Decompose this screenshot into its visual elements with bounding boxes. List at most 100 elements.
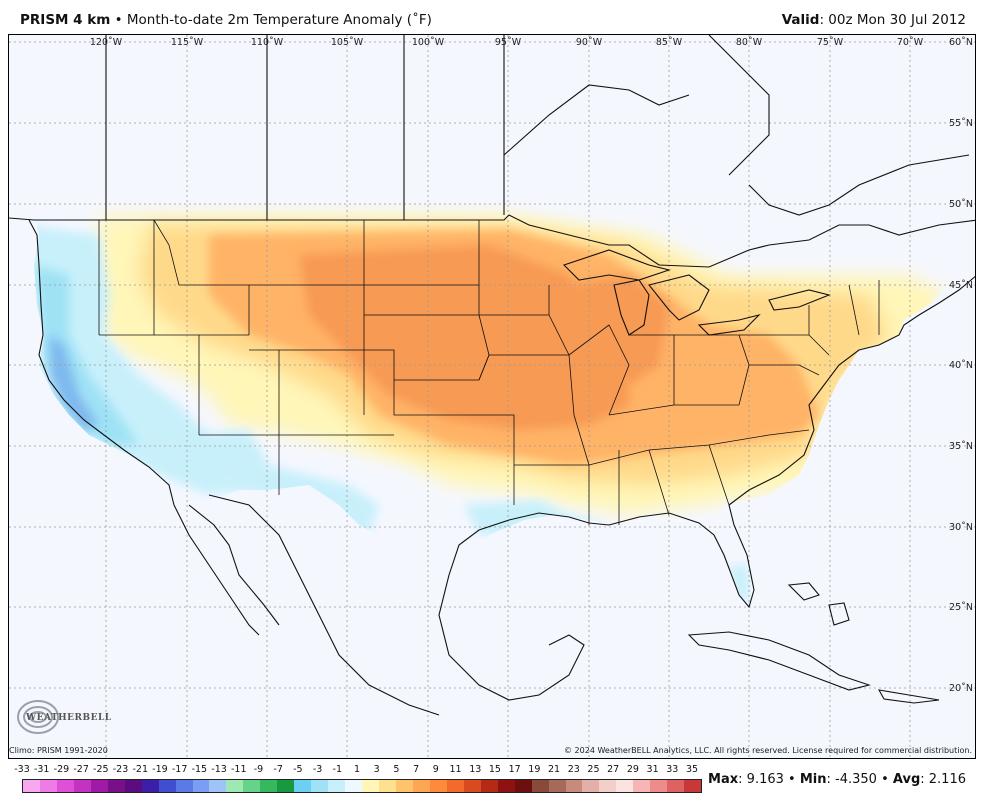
scale-label: -19 xyxy=(152,764,168,775)
scale-swatch xyxy=(345,780,363,792)
scale-swatch xyxy=(667,780,685,792)
borders xyxy=(9,35,975,716)
scale-swatch xyxy=(56,780,74,792)
scale-label: 21 xyxy=(548,764,561,775)
color-scale-bar xyxy=(22,779,702,793)
map-canvas: 120˚W 115˚W 110˚W 105˚W 100˚W 95˚W 90˚W … xyxy=(9,35,975,758)
scale-label: -33 xyxy=(14,764,30,775)
scale-swatch xyxy=(446,780,464,792)
scale-labels: -33 -31 -29 -27 -25 -23 -21 -19 -17 -15 -13 -11 -9 -7… xyxy=(0,764,984,778)
scale-label: -5 xyxy=(293,764,303,775)
scale-label: 3 xyxy=(373,764,380,775)
scale-swatch xyxy=(395,780,413,792)
lon-label: 70˚W xyxy=(897,37,924,48)
scale-label: -7 xyxy=(273,764,283,775)
scale-label: -3 xyxy=(312,764,323,775)
scale-swatch xyxy=(311,780,329,792)
scale-swatch xyxy=(565,780,583,792)
scale-label: -15 xyxy=(191,764,208,775)
lon-label: 100˚W xyxy=(412,37,445,48)
lat-label: 40˚N xyxy=(949,360,973,371)
stats-sep: • xyxy=(788,772,796,787)
scale-swatch xyxy=(514,780,532,792)
scale-swatch xyxy=(141,780,159,792)
scale-swatch xyxy=(73,780,91,792)
stats-summary: Max: 9.163 • Min: -4.350 • Avg: 2.116 xyxy=(708,772,966,787)
scale-swatch xyxy=(684,780,702,792)
lat-label: 25˚N xyxy=(949,602,973,613)
copyright-notice: © 2024 WeatherBELL Analytics, LLC. All r… xyxy=(564,746,972,755)
scale-label: -25 xyxy=(93,764,109,775)
scale-swatch xyxy=(599,780,617,792)
scale-label: 35 xyxy=(685,764,699,775)
product-name: PRISM 4 km xyxy=(20,12,111,28)
scale-swatch xyxy=(209,780,227,792)
scale-swatch xyxy=(124,780,142,792)
scale-swatch xyxy=(429,780,447,792)
scale-swatch xyxy=(531,780,549,792)
scale-label: 9 xyxy=(432,764,439,775)
scale-label: -11 xyxy=(230,764,247,775)
lat-label: 50˚N xyxy=(949,199,973,210)
scale-label: -1 xyxy=(332,764,343,775)
scale-label: 29 xyxy=(626,764,639,775)
scale-label: -27 xyxy=(73,764,89,775)
scale-label: 5 xyxy=(393,764,400,775)
scale-swatch xyxy=(226,780,244,792)
map-panel[interactable]: 120˚W 115˚W 110˚W 105˚W 100˚W 95˚W 90˚W … xyxy=(8,34,976,759)
scale-label: 7 xyxy=(413,764,420,775)
lat-label: 30˚N xyxy=(949,522,973,533)
scale-label: -17 xyxy=(171,764,188,775)
lon-label: 115˚W xyxy=(171,37,204,48)
state-lines xyxy=(98,219,880,525)
avg-value: : 2.116 xyxy=(920,772,966,787)
scale-label: 27 xyxy=(607,764,620,775)
lat-label: 45˚N xyxy=(949,280,973,291)
scale-swatch xyxy=(23,780,40,792)
scale-swatch xyxy=(548,780,566,792)
product-description: Month-to-date 2m Temperature Anomaly (˚F… xyxy=(126,12,432,28)
scale-label: -21 xyxy=(132,764,148,775)
scale-label: 31 xyxy=(646,764,659,775)
scale-label: 25 xyxy=(587,764,600,775)
scale-swatch xyxy=(175,780,193,792)
scale-swatch xyxy=(616,780,634,792)
lon-label: 105˚W xyxy=(331,37,364,48)
valid-time: Valid: 00z Mon 30 Jul 2012 xyxy=(782,12,966,28)
scale-swatch xyxy=(362,780,380,792)
scale-label: 23 xyxy=(567,764,580,775)
min-value: : -4.350 xyxy=(826,772,877,787)
avg-label: Avg xyxy=(892,772,921,787)
scale-label: 19 xyxy=(528,764,541,775)
scale-swatch xyxy=(328,780,346,792)
scale-label: -29 xyxy=(53,764,70,775)
climo-credit: Climo: PRISM 1991-2020 xyxy=(9,746,108,755)
scale-label: 1 xyxy=(353,764,361,775)
scale-label: -13 xyxy=(211,764,227,775)
logo-text: WEATHERBELL xyxy=(26,713,112,723)
map-title: PRISM 4 km • Month-to-date 2m Temperatur… xyxy=(20,12,432,28)
valid-label: Valid xyxy=(781,12,820,28)
scale-label: 33 xyxy=(666,764,679,775)
scale-swatch xyxy=(277,780,295,792)
min-label: Min xyxy=(799,772,827,787)
lat-label: 60˚N xyxy=(949,37,973,48)
lat-label: 35˚N xyxy=(949,441,973,452)
scale-label: 13 xyxy=(469,764,482,775)
scale-swatch xyxy=(497,780,515,792)
lon-label: 90˚W xyxy=(576,37,603,48)
lon-label: 95˚W xyxy=(495,37,522,48)
stats-sep: • xyxy=(881,772,889,787)
swirl-logo-icon xyxy=(17,700,59,734)
scale-swatch xyxy=(107,780,125,792)
title-bullet: • xyxy=(114,12,123,28)
scale-swatch xyxy=(480,780,498,792)
scale-swatch xyxy=(633,780,651,792)
lon-label: 120˚W xyxy=(90,37,123,48)
scale-label: 11 xyxy=(449,764,462,775)
scale-swatch xyxy=(260,780,278,792)
map-header: PRISM 4 km • Month-to-date 2m Temperatur… xyxy=(0,0,984,34)
max-label: Max xyxy=(708,772,739,787)
lon-label: 75˚W xyxy=(817,37,844,48)
scale-label: -9 xyxy=(253,764,264,775)
